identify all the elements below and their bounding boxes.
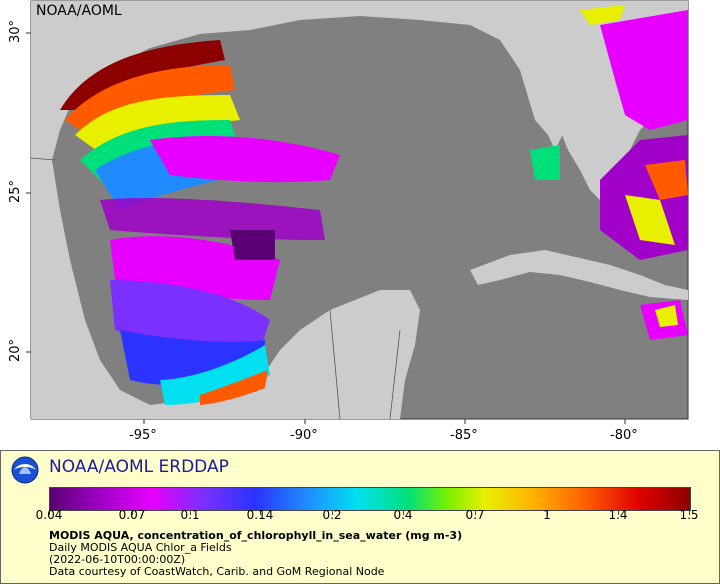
colorbar-tick-label: 1.5: [679, 508, 699, 522]
colorbar-tick: [132, 510, 133, 515]
colorbar: [49, 487, 691, 511]
borders: [30, 157, 401, 420]
chlorophyll-data: [60, 5, 688, 405]
colorbar-tick: [190, 510, 191, 515]
legend-panel: NOAA/AOML ERDDAP 0.04 0.07 0.1 0.14 0.2 …: [0, 450, 720, 584]
colorbar-tick: [475, 510, 476, 515]
cuba-land: [470, 250, 688, 300]
map-area: NOAA/AOML 30° 25° 20° -95° -90° -85° -80…: [8, 0, 689, 443]
colorbar-tick: [49, 510, 50, 515]
colorbar-tick: [689, 510, 690, 515]
y-axis-label-20: 20°: [8, 338, 24, 363]
mexico-land: [31, 160, 420, 419]
axis-ticks: [26, 32, 626, 424]
colorbar-tick: [260, 510, 261, 515]
colorbar-tick: [332, 510, 333, 515]
x-axis-label-90: -90°: [290, 428, 318, 443]
colorbar-tick-label: 0.07: [118, 508, 146, 522]
colorbar-tick-label: 1: [543, 508, 551, 522]
chlorophyll-map: [26, 0, 689, 424]
us-land: [31, 1, 688, 160]
corner-label: NOAA/AOML: [36, 3, 122, 19]
y-axis-label-25: 25°: [8, 179, 24, 204]
y-axis-label-30: 30°: [8, 19, 24, 44]
colorbar-tick: [547, 510, 548, 515]
x-axis-label-95: -95°: [129, 428, 157, 443]
colorbar-tick-label: 0.7: [465, 508, 485, 522]
x-axis-label-85: -85°: [450, 428, 478, 443]
colorbar-tick-label: 1.4: [608, 508, 628, 522]
credit-label: Data courtesy of CoastWatch, Carib. and …: [49, 565, 385, 578]
colorbar-tick-label: 0.04: [35, 508, 63, 522]
time-label: (2022-06-10T00:00:00Z): [49, 553, 186, 566]
variable-label: MODIS AQUA, concentration_of_chlorophyll…: [49, 529, 463, 542]
x-axis-label-80: -80°: [610, 428, 638, 443]
colorbar-tick-label: 0.4: [393, 508, 413, 522]
colorbar-tick: [403, 510, 404, 515]
colorbar-tick-label: 0.14: [246, 508, 274, 522]
colorbar-tick-label: 0.1: [180, 508, 200, 522]
colorbar-tick: [618, 510, 619, 515]
dataset-label: Daily MODIS AQUA Chlor_a Fields: [49, 541, 232, 554]
colorbar-tick-label: 0.2: [322, 508, 342, 522]
noaa-logo-icon: [11, 456, 39, 484]
brand-title: NOAA/AOML ERDDAP: [49, 457, 229, 477]
